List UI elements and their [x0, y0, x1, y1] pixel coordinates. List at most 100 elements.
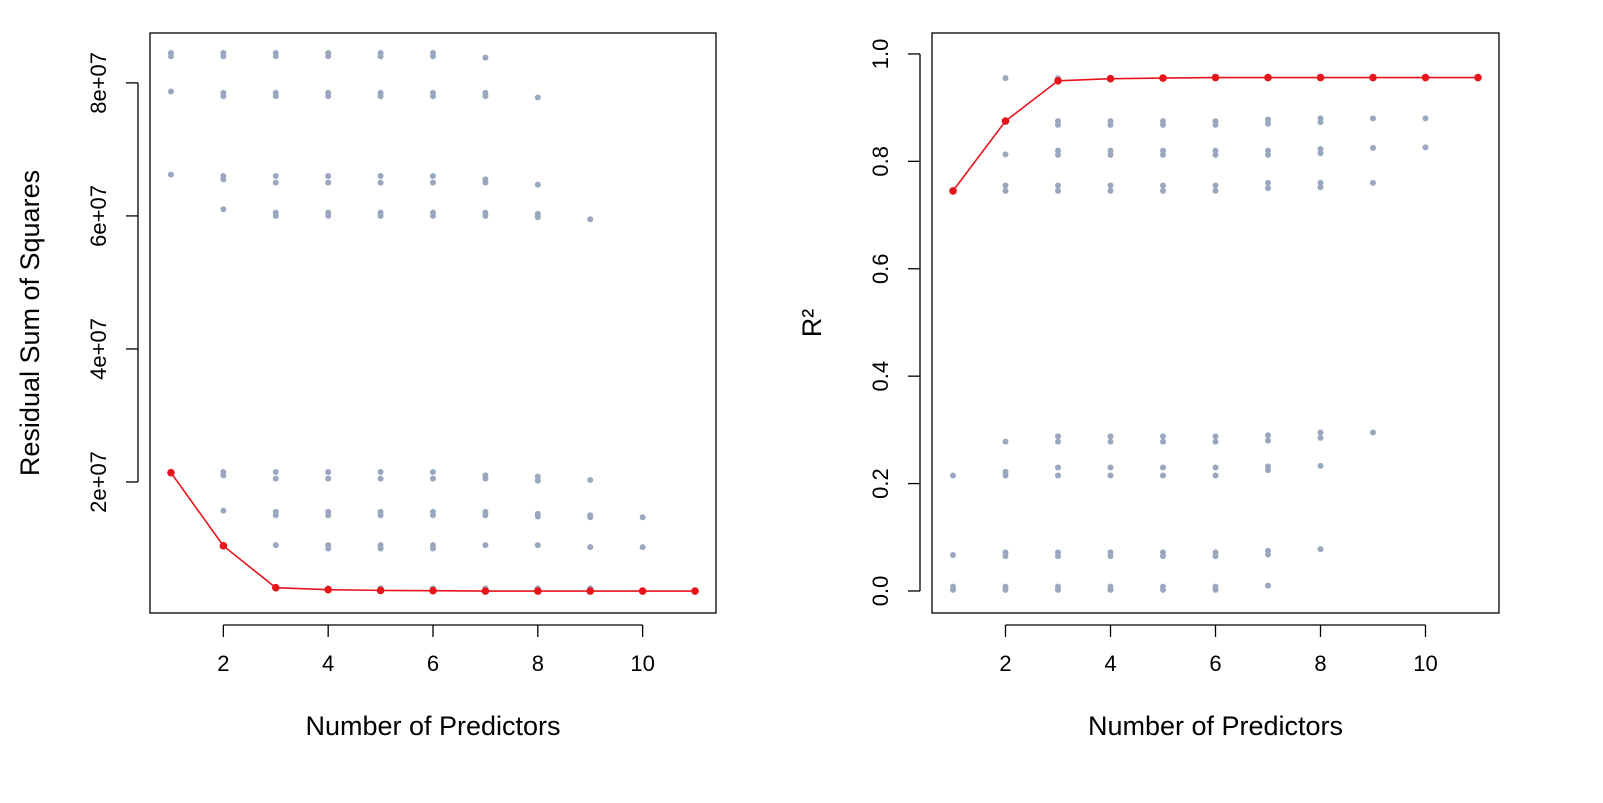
data-point: [1265, 116, 1271, 123]
y-tick-label: 8e+07: [86, 52, 111, 114]
data-point: [1265, 120, 1271, 127]
data-point: [1055, 438, 1061, 445]
data-point: [482, 212, 489, 219]
data-point: [1107, 121, 1114, 128]
data-point: [1317, 546, 1324, 553]
data-point: [1159, 74, 1167, 82]
data-point: [1107, 472, 1114, 479]
data-point: [167, 53, 174, 60]
data-point: [1370, 144, 1376, 151]
data-point: [377, 468, 384, 475]
data-point: [220, 507, 227, 514]
series-line: [952, 76, 1478, 192]
data-point: [534, 513, 541, 520]
y-tick-label: 4e+07: [86, 318, 111, 380]
data-point: [1107, 438, 1114, 445]
data-point: [272, 93, 279, 100]
data-point: [430, 512, 436, 519]
data-point: [587, 514, 594, 521]
data-point: [377, 179, 384, 186]
plot-frame: [149, 32, 717, 614]
data-point: [1055, 187, 1061, 194]
y-axis-title: Residual Sum of Squares: [15, 170, 45, 476]
data-point: [167, 88, 174, 95]
data-point: [1211, 73, 1220, 82]
data-point: [272, 179, 279, 186]
data-point: [534, 542, 541, 549]
data-point: [534, 477, 541, 484]
data-point: [272, 512, 279, 519]
data-point: [429, 586, 437, 595]
panel: 2 4 6 8 10 2e+07 4e+07 6e+07 8e+07 Number of Pred…: [15, 32, 717, 741]
x-axis-title: Number of Predictors: [1088, 711, 1343, 741]
data-point: [377, 53, 384, 60]
data-point: [1107, 147, 1114, 154]
x-tick-label: 2: [217, 651, 229, 676]
data-point: [534, 587, 542, 595]
data-point: [1054, 76, 1062, 85]
x-axis-title: Number of Predictors: [305, 711, 560, 741]
data-point: [1002, 151, 1009, 158]
data-point: [220, 176, 227, 183]
data-point: [1212, 147, 1219, 154]
data-point: [325, 93, 332, 100]
data-point: [639, 514, 646, 521]
data-point: [325, 212, 332, 219]
data-point: [1317, 179, 1324, 186]
data-point: [1107, 586, 1114, 593]
data-point: [1002, 187, 1009, 194]
data-point: [1212, 121, 1219, 128]
data-point: [1002, 553, 1009, 560]
y-tick-label: 1.0: [868, 39, 893, 70]
data-point: [638, 587, 647, 595]
data-point: [482, 542, 489, 549]
data-point: [430, 179, 436, 186]
x-tick-label: 10: [630, 651, 654, 676]
data-point: [272, 542, 279, 549]
data-point: [1421, 73, 1430, 82]
data-point: [1160, 433, 1166, 440]
data-point: [639, 544, 646, 551]
data-point: [1055, 553, 1061, 560]
data-point: [324, 585, 332, 594]
x-tick-label: 8: [532, 651, 544, 676]
y-tick-label: 0.4: [868, 361, 893, 392]
data-point: [220, 53, 227, 60]
data-point: [1265, 467, 1271, 474]
data-point: [1160, 151, 1166, 158]
data-point: [534, 94, 541, 101]
data-point: [220, 93, 227, 100]
data-point: [1160, 464, 1166, 471]
data-point: [1160, 187, 1166, 194]
data-point: [1107, 151, 1114, 158]
data-point: [220, 472, 227, 479]
data-point: [325, 545, 332, 552]
data-point: [1212, 438, 1219, 445]
data-point: [1317, 434, 1324, 441]
data-point: [1055, 151, 1061, 158]
data-point: [1002, 182, 1009, 189]
series-line: [170, 472, 696, 592]
data-point: [1160, 147, 1166, 154]
data-point: [1212, 464, 1219, 471]
data-point: [325, 468, 332, 475]
data-point: [1055, 182, 1061, 189]
data-point: [1212, 182, 1219, 189]
y-tick-label: 0.0: [868, 576, 893, 607]
panel: 2 4 6 8 10 0.0 0.2 0.4 0.6 0.8 1.0 Number of Predic…: [797, 32, 1500, 741]
data-point: [167, 468, 175, 477]
data-point: [272, 468, 279, 475]
data-point: [1106, 74, 1115, 83]
data-point: [430, 53, 436, 60]
x-tick-label: 8: [1314, 651, 1326, 676]
data-point: [1107, 553, 1114, 560]
data-point: [220, 206, 227, 213]
data-point: [1160, 586, 1166, 593]
data-point: [482, 54, 489, 61]
data-point: [949, 187, 957, 195]
data-point: [1422, 115, 1429, 122]
data-point: [1107, 187, 1114, 194]
y-tick-label: 6e+07: [86, 185, 111, 247]
data-point: [586, 587, 595, 595]
